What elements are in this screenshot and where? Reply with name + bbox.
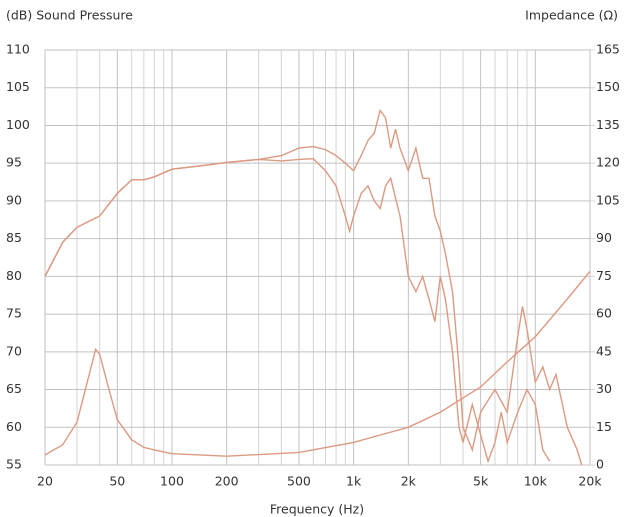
y-tick-label: 110: [6, 42, 30, 57]
x-tick-label: 20: [37, 474, 53, 489]
y2-tick-label: 0: [596, 457, 604, 472]
x-tick-label: 500: [287, 474, 311, 489]
y2-tick-label: 105: [596, 192, 620, 207]
y2-axis-label: Impedance (Ω): [525, 8, 618, 23]
y-tick-label: 60: [6, 419, 22, 434]
series-line: [44, 270, 591, 457]
x-tick-label: 50: [109, 474, 125, 489]
y2-tick-label: 90: [596, 230, 612, 245]
y2-tick-label: 165: [596, 42, 620, 57]
x-tick-label: 100: [160, 474, 184, 489]
y-tick-label: 85: [6, 230, 22, 245]
y2-tick-label: 15: [596, 419, 612, 434]
y-tick-label: 100: [6, 117, 30, 132]
y-tick-label: 70: [6, 343, 22, 358]
y2-tick-label: 120: [596, 155, 620, 170]
y-tick-label: 105: [6, 79, 30, 94]
y2-tick-label: 60: [596, 306, 612, 321]
x-tick-label: 2k: [401, 474, 417, 489]
y-axis-label: (dB) Sound Pressure: [6, 8, 133, 23]
y2-tick-label: 135: [596, 117, 620, 132]
x-axis-label: Frequency (Hz): [270, 502, 364, 517]
x-tick-label: 200: [215, 474, 239, 489]
x-tick-label: 10k: [524, 474, 548, 489]
y2-tick-label: 75: [596, 268, 612, 283]
series-line: [44, 157, 551, 464]
y-tick-label: 90: [6, 192, 22, 207]
y-tick-label: 80: [6, 268, 22, 283]
x-tick-label: 20k: [578, 474, 602, 489]
y-tick-label: 65: [6, 381, 22, 396]
x-tick-label: 5k: [473, 474, 489, 489]
x-tick-label: 1k: [346, 474, 362, 489]
y2-tick-label: 150: [596, 79, 620, 94]
y2-tick-label: 30: [596, 381, 612, 396]
y-tick-label: 95: [6, 155, 22, 170]
y2-tick-label: 45: [596, 343, 612, 358]
y-tick-label: 75: [6, 306, 22, 321]
y-tick-label: 55: [6, 457, 22, 472]
